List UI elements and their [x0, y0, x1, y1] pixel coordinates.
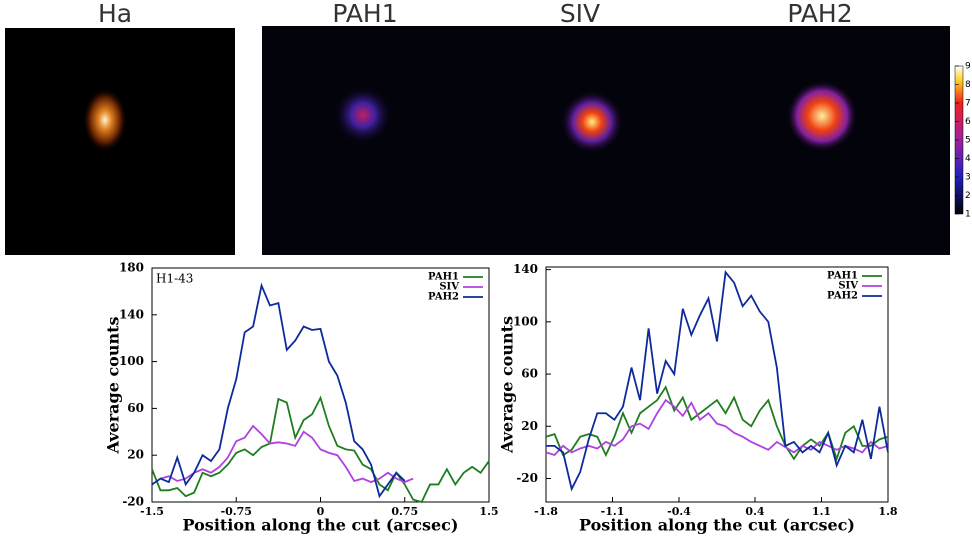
x-tick-label: -1.8 [534, 505, 558, 518]
y-tick-label: 60 [521, 367, 538, 381]
legend-label: SIV [439, 282, 459, 293]
pah1-blob [333, 85, 393, 145]
colorbar-label: 9 [965, 62, 971, 72]
y-tick-label: 180 [119, 261, 144, 275]
x-tick-label: -0.75 [221, 505, 252, 518]
colorbar-label: 1 [965, 210, 971, 220]
siv-blob [560, 90, 624, 154]
legend-label: PAH1 [428, 272, 459, 283]
colorbar-label: 5 [965, 136, 971, 146]
y-tick-label: 100 [513, 314, 538, 328]
y-tick-label: -20 [122, 495, 144, 509]
x-axis-label: Position along the cut (arcsec) [183, 516, 459, 535]
x-tick-label: 0.75 [391, 505, 418, 518]
plot-frame [151, 267, 490, 503]
series-line [160, 424, 414, 484]
y-tick-label: 20 [521, 419, 538, 433]
legend-label: PAH2 [428, 292, 459, 303]
legend-label: SIV [838, 281, 858, 292]
x-axis-label: Position along the cut (arcsec) [579, 516, 855, 535]
legend-label: PAH2 [827, 291, 858, 302]
y-tick-label: 140 [119, 307, 144, 321]
colorbar-label: 4 [965, 154, 971, 164]
colorbar-label: 7 [965, 99, 971, 109]
y-tick-label: 20 [127, 448, 144, 462]
colorbar-label: 3 [965, 173, 971, 183]
y-axis-label: Average counts [498, 316, 517, 454]
x-tick-label: 1.8 [878, 505, 897, 518]
panel-label: PAH2 [787, 0, 852, 28]
x-tick-label: 0.4 [745, 505, 764, 518]
legend-label: PAH1 [827, 271, 858, 282]
series-line [151, 282, 406, 499]
x-tick-label: 0 [317, 505, 325, 518]
series-line [546, 270, 889, 492]
pah2-blob [786, 80, 858, 152]
colorbar-label: 2 [965, 191, 971, 201]
y-tick-label: 60 [127, 401, 144, 415]
x-tick-label: 1.1 [812, 505, 831, 518]
x-tick-label: 1.5 [479, 505, 498, 518]
y-tick-label: -20 [516, 471, 538, 485]
colorbar-label: 8 [965, 80, 971, 90]
x-tick-label: -0.4 [667, 505, 691, 518]
annotation: H1-43 [156, 272, 193, 286]
y-axis-label: Average counts [104, 316, 123, 454]
series-line [545, 398, 889, 457]
y-tick-label: 140 [513, 262, 538, 276]
series-line [151, 395, 490, 504]
x-tick-label: -1.1 [601, 505, 625, 518]
panel-label: SIV [560, 0, 600, 28]
colorbar-label: 6 [965, 117, 971, 127]
panel-label: PAH1 [332, 0, 397, 28]
y-tick-label: 100 [119, 354, 144, 368]
panel-label: Ha [98, 0, 132, 28]
plot-frame [545, 266, 889, 503]
x-tick-label: -1.5 [140, 505, 164, 518]
ha-nebula [83, 88, 127, 152]
